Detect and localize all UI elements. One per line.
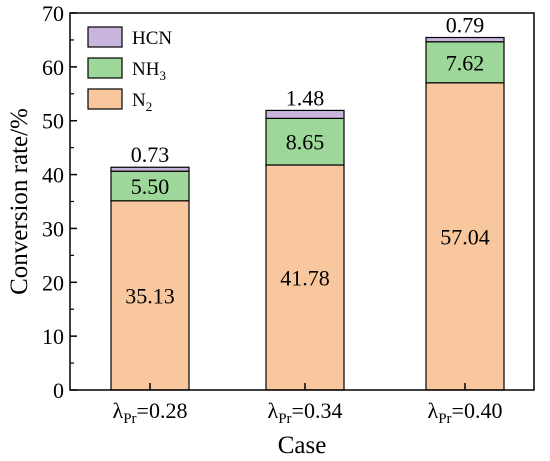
x-axis-label: Case xyxy=(278,432,327,459)
bar-value-label: 35.13 xyxy=(125,283,175,308)
y-tick-label: 10 xyxy=(42,324,64,349)
legend-label-hcn: HCN xyxy=(132,28,172,49)
bar-value-label: 1.48 xyxy=(286,85,325,110)
legend-swatch-hcn xyxy=(87,26,123,48)
bar-segment-hcn-1 xyxy=(110,166,190,172)
x-tick-label: λPr=0.40 xyxy=(428,398,503,427)
y-tick-label: 50 xyxy=(42,109,64,134)
bar-value-label: 0.73 xyxy=(131,142,170,167)
legend: HCN NH3 N2 xyxy=(87,26,172,114)
legend-label-nh3: NH3 xyxy=(132,59,166,83)
bar-value-label: 41.78 xyxy=(280,265,330,290)
y-tick-label: 70 xyxy=(42,1,64,26)
bar-value-label: 0.79 xyxy=(446,13,485,38)
y-tick-label: 30 xyxy=(42,216,64,241)
bar-segment-nh3-2 xyxy=(265,117,345,166)
legend-swatch-nh3 xyxy=(87,57,123,79)
y-tick-label: 60 xyxy=(42,55,64,80)
x-tick-label: λPr=0.34 xyxy=(268,398,343,427)
x-tick-label: λPr=0.28 xyxy=(113,398,188,427)
y-axis: 0 10 20 30 40 50 60 70 xyxy=(42,1,77,403)
bar-value-label: 57.04 xyxy=(440,224,490,249)
bar-segment-n2-2 xyxy=(265,164,345,391)
y-tick-label: 20 xyxy=(42,270,64,295)
y-axis-label: Conversion rate/% xyxy=(6,108,33,295)
legend-swatch-n2 xyxy=(87,88,123,110)
bar-segment-hcn-2 xyxy=(265,109,345,119)
bar-segment-nh3-1 xyxy=(110,170,190,202)
bars-group xyxy=(110,36,505,391)
y-tick-label: 40 xyxy=(42,163,64,188)
bar-segment-hcn-3 xyxy=(425,36,505,43)
bar-value-label: 8.65 xyxy=(286,130,325,155)
bar-segment-n2-1 xyxy=(110,200,190,391)
bar-value-label: 7.62 xyxy=(446,50,485,75)
x-axis: λPr=0.28 λPr=0.34 λPr=0.40 xyxy=(113,383,503,427)
y-tick-label: 0 xyxy=(53,378,64,403)
bar-value-label: 5.50 xyxy=(131,174,170,199)
bar-labels-group: 35.13 5.50 0.73 41.78 8.65 1.48 57.04 7.62 0.79 xyxy=(125,13,490,309)
legend-label-n2: N2 xyxy=(132,90,152,114)
